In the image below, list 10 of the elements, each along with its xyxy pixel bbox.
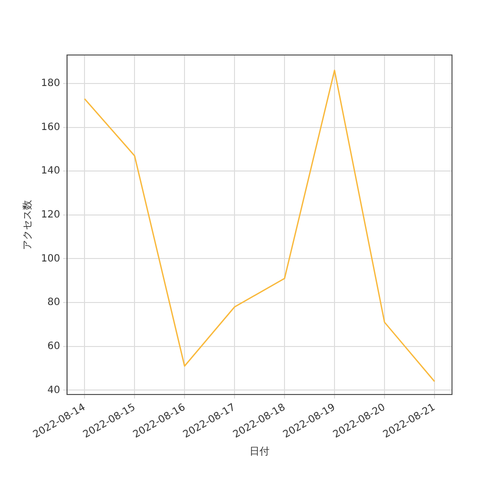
y-tick-label: 160 bbox=[40, 122, 60, 133]
y-tick-label: 40 bbox=[47, 384, 60, 396]
y-axis-title: アクセス数 bbox=[22, 200, 34, 250]
y-tick-label: 180 bbox=[40, 78, 60, 90]
y-tick-label: 120 bbox=[40, 210, 60, 221]
y-tick-label: 60 bbox=[47, 340, 60, 352]
y-tick-label: 80 bbox=[47, 297, 60, 308]
x-axis-title: 日付 bbox=[250, 446, 270, 458]
y-tick-label: 140 bbox=[40, 166, 60, 177]
y-tick-label: 100 bbox=[40, 253, 60, 264]
